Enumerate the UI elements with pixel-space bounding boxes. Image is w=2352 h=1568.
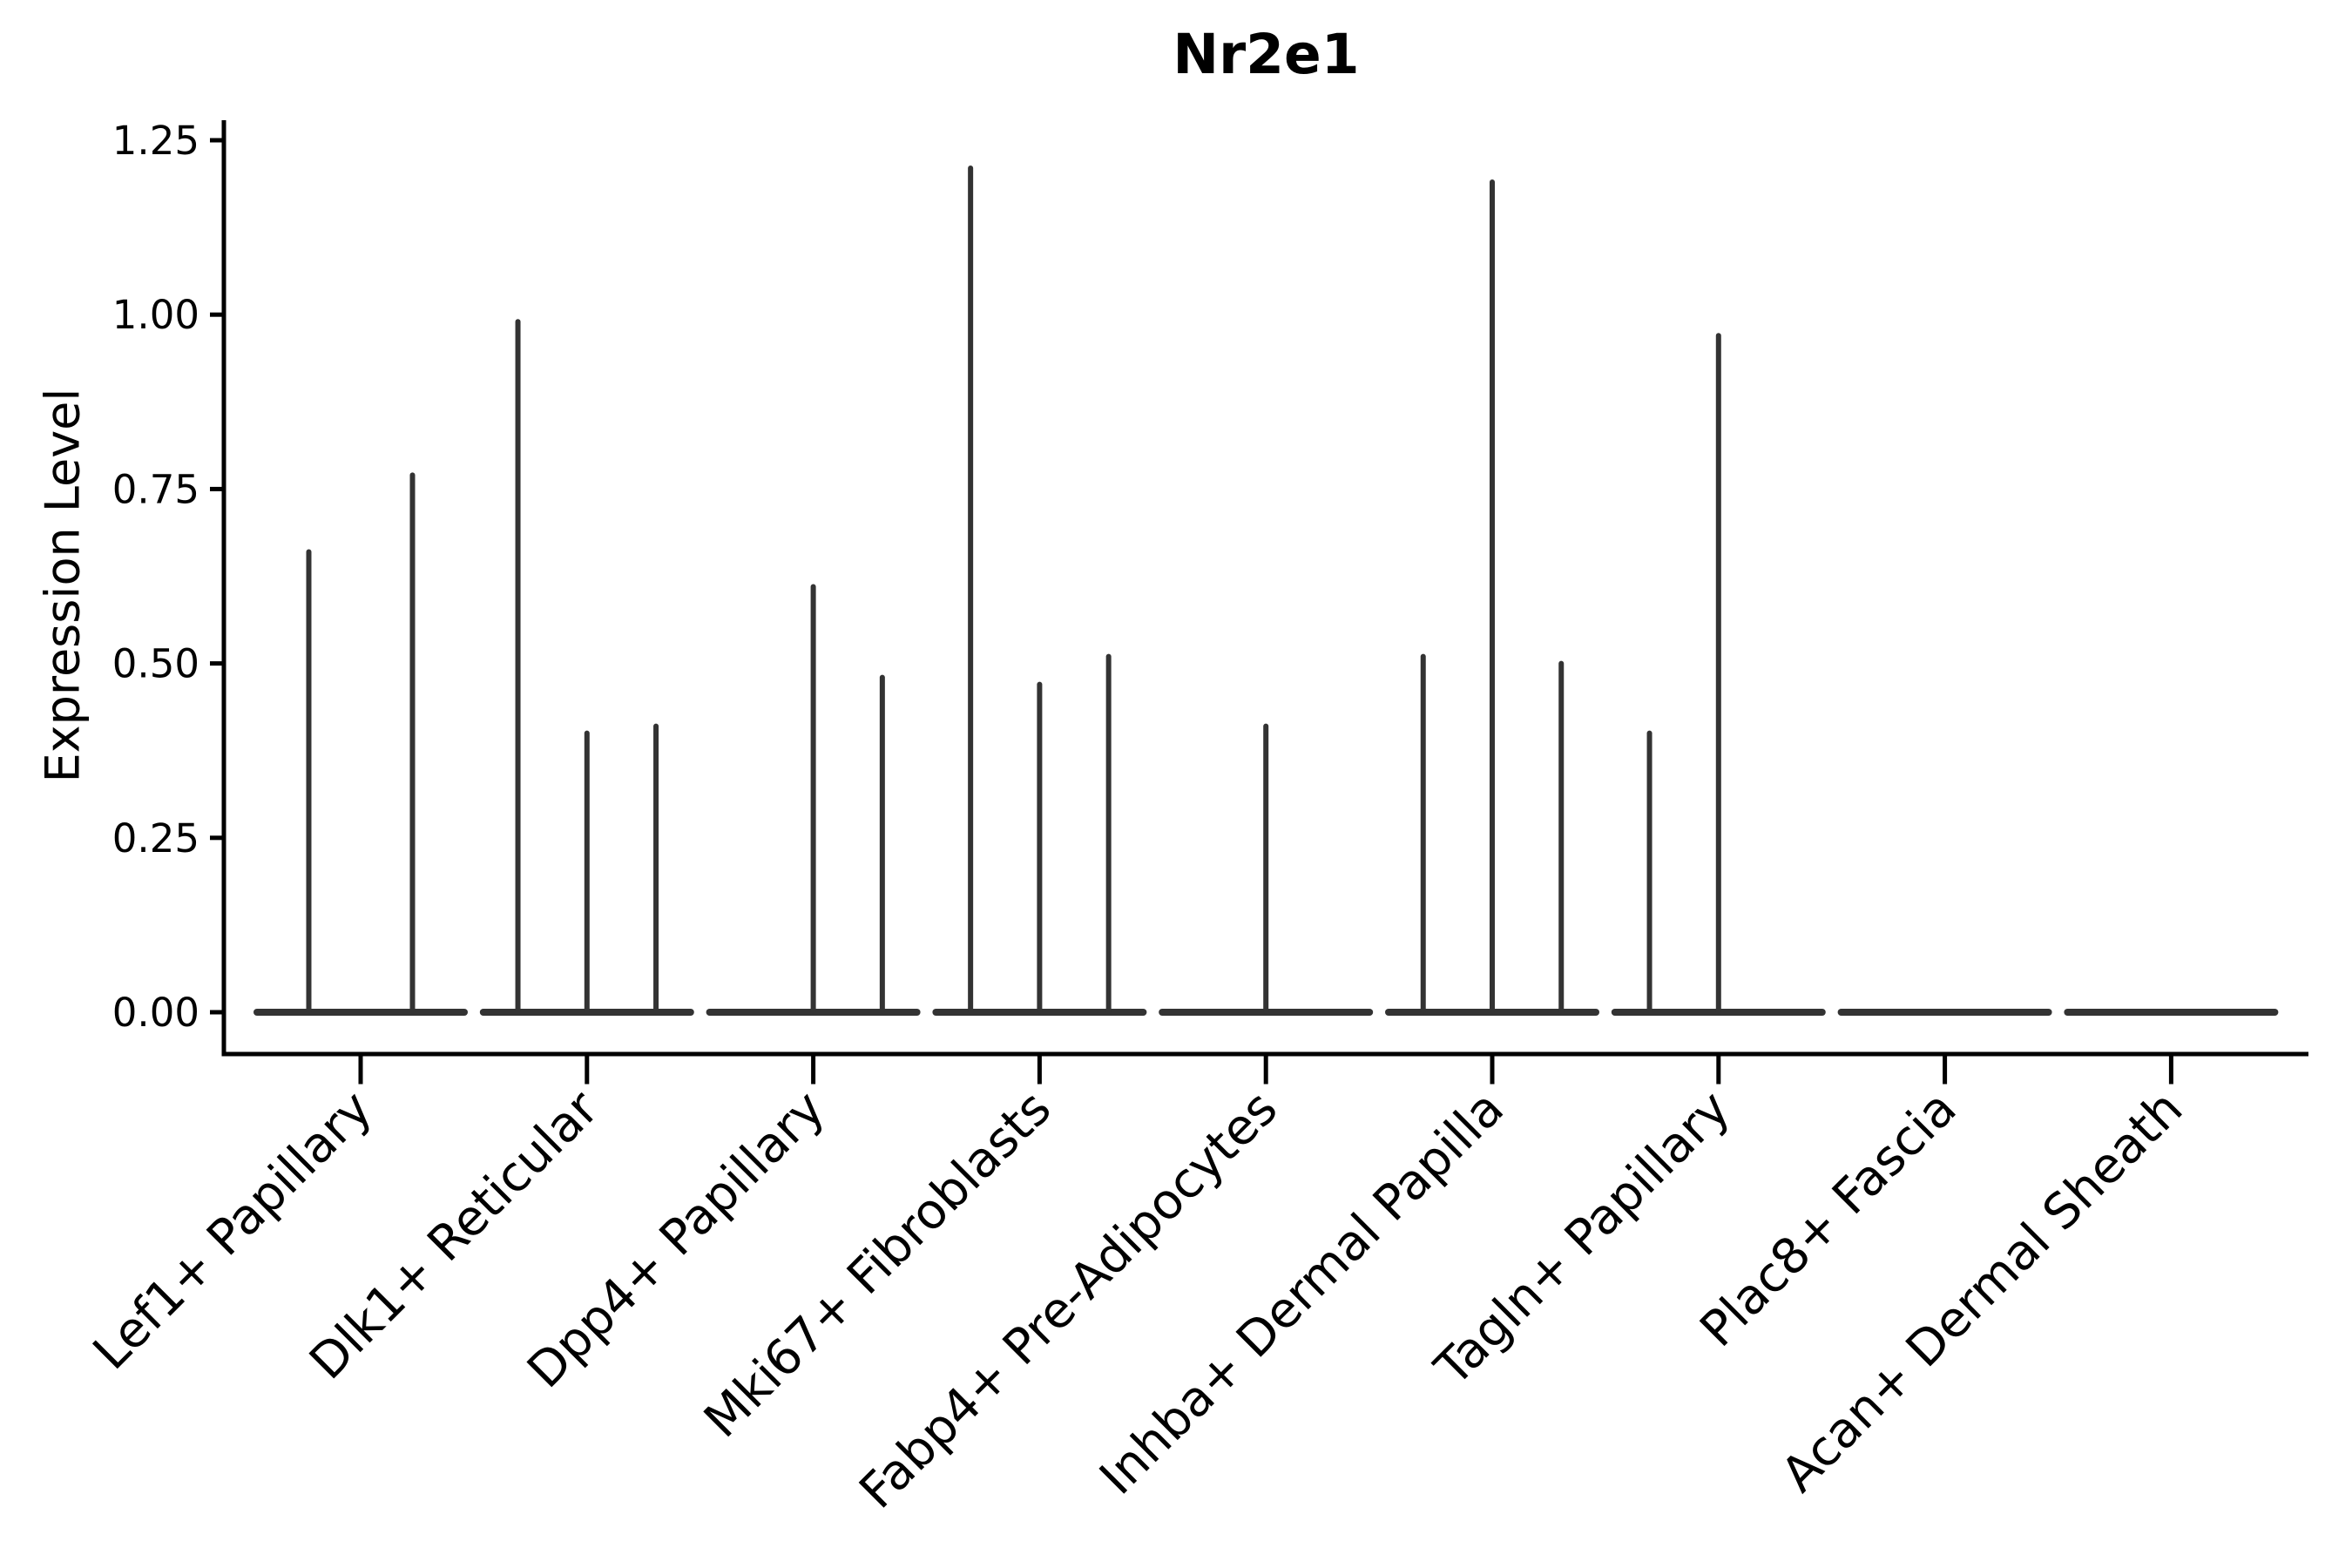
y-tick-label: 0.25	[112, 815, 199, 862]
y-tick-label: 0.75	[112, 466, 199, 512]
y-tick-label: 0.50	[112, 641, 199, 687]
x-category-label: Fabp4+ Pre-Adipocytes	[849, 1080, 1289, 1520]
y-tick-label: 0.00	[112, 990, 199, 1036]
y-tick-label: 1.00	[112, 292, 199, 338]
x-category-label: Acan+ Dermal Sheath	[1771, 1080, 2194, 1504]
x-category-label: Inhba+ Dermal Papilla	[1089, 1080, 1515, 1506]
y-tick-label: 1.25	[112, 118, 199, 164]
plot-title: Nr2e1	[1173, 23, 1360, 86]
